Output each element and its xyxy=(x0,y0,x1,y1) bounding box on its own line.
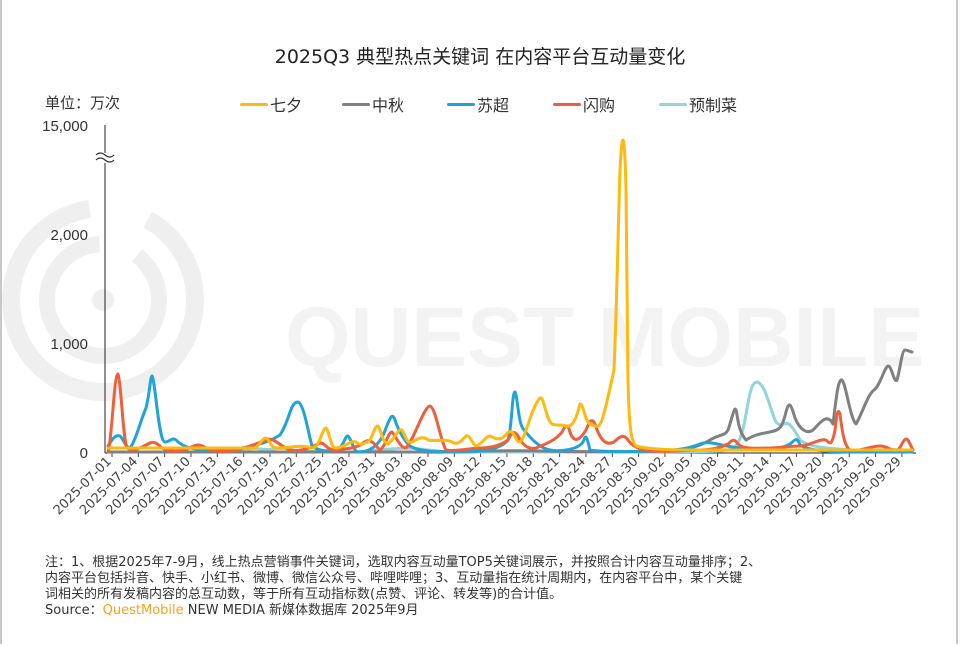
source-brand: QuestMobile xyxy=(102,603,184,618)
unit-label: 单位：万次 xyxy=(45,94,121,112)
footnote: 注：1、根据2025年7-9月，线上热点营销事件关键词，选取内容互动量TOP5关… xyxy=(45,555,925,619)
source-line: Source：QuestMobile NEW MEDIA 新媒体数据库 2025… xyxy=(45,603,925,619)
y-tick-label: 0 xyxy=(80,445,88,462)
watermark-text: QUEST MOBILE xyxy=(285,290,924,384)
legend-item-shangou: 闪购 xyxy=(553,92,615,116)
footnote-line-2: 内容平台包括抖音、快手、小红书、微博、微信公众号、哔哩哔哩；3、互动量指在统计周… xyxy=(45,571,743,586)
series-qixi-line xyxy=(106,138,914,452)
legend-swatch-icon xyxy=(240,102,268,106)
footnote-line-1: 注：1、根据2025年7-9月，线上热点营销事件关键词，选取内容互动量TOP5关… xyxy=(45,555,762,570)
legend-swatch-icon xyxy=(447,102,475,106)
y-tick-label: 2,000 xyxy=(50,227,88,244)
axis-break-icon xyxy=(95,152,115,163)
series-zhongqiu-line xyxy=(106,348,914,454)
legend-swatch-icon xyxy=(553,102,581,106)
y-tick-label: 1,000 xyxy=(50,336,88,353)
legend-item-qixi: 七夕 xyxy=(240,92,302,116)
source-prefix: Source： xyxy=(45,603,103,618)
series-yuzhicai-line xyxy=(106,380,912,454)
legend-label: 苏超 xyxy=(477,96,510,115)
chart-title: 2025Q3 典型热点关键词 在内容平台互动量变化 xyxy=(274,46,686,68)
x-tick-labels: 2025-07-012025-07-042025-07-072025-07-10… xyxy=(51,453,905,518)
legend-label: 预制菜 xyxy=(689,96,738,115)
legend-swatch-icon xyxy=(342,102,370,106)
legend-swatch-icon xyxy=(659,102,687,106)
legend-item-suchao: 苏超 xyxy=(447,92,509,116)
series-shangou-line xyxy=(106,372,915,454)
source-suffix: NEW MEDIA 新媒体数据库 2025年9月 xyxy=(183,603,419,618)
footnote-line-3: 词相关的所有发稿内容的总互动数，等于所有互动指标数(点赞、评论、转发等)的合计值… xyxy=(45,587,563,602)
y-tick-label: 15,000 xyxy=(42,118,88,135)
watermark xyxy=(2,199,204,401)
legend-item-yuzhicai: 预制菜 xyxy=(659,92,737,116)
legend-label: 中秋 xyxy=(372,96,405,115)
legend-label: 闪购 xyxy=(583,96,616,115)
legend-item-zhongqiu: 中秋 xyxy=(342,92,404,116)
series-suchao-line xyxy=(106,374,914,454)
legend-label: 七夕 xyxy=(270,96,303,115)
